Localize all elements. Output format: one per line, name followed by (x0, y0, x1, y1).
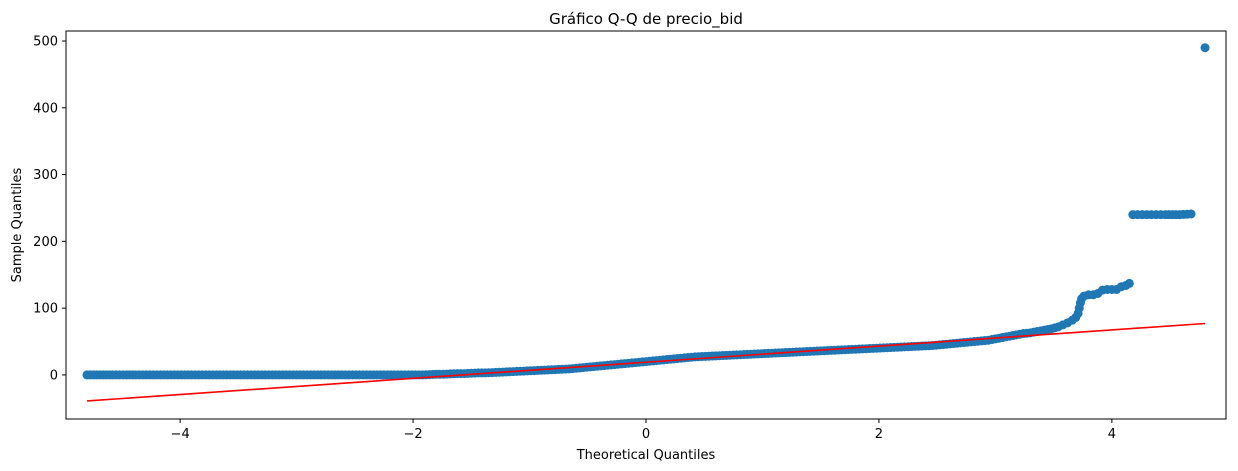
y-tick-label: 0 (50, 368, 58, 383)
y-tick-label: 300 (33, 168, 58, 183)
y-axis-ticks: 0 100 200 300 400 500 (33, 35, 66, 383)
y-tick-label: 500 (33, 35, 58, 50)
sample-point (1124, 278, 1134, 288)
x-axis-ticks: −4 −2 0 2 4 (171, 419, 1116, 442)
y-tick-label: 400 (33, 101, 58, 116)
reference-line (86, 322, 1206, 402)
x-tick-label: −2 (403, 427, 422, 442)
plot-area-background (66, 31, 1226, 419)
x-tick-label: 2 (875, 427, 883, 442)
x-tick-label: 4 (1108, 427, 1116, 442)
y-axis-label: Sample Quantiles (10, 167, 25, 282)
x-tick-label: −4 (171, 427, 190, 442)
sample-point (1186, 209, 1196, 219)
chart-title: Gráfico Q-Q de precio_bid (549, 10, 743, 29)
reference-line-layer (86, 322, 1206, 402)
sample-point (1200, 43, 1210, 53)
y-tick-label: 200 (33, 235, 58, 250)
x-axis-label: Theoretical Quantiles (576, 448, 716, 463)
y-tick-label: 100 (33, 302, 58, 317)
x-tick-label: 0 (642, 427, 650, 442)
